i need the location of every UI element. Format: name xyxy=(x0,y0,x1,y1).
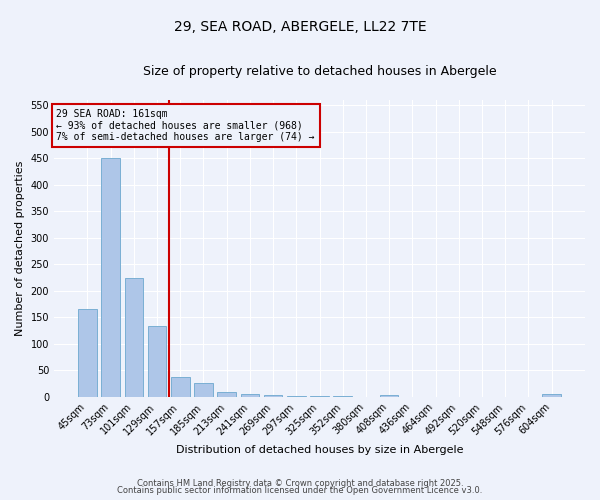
Bar xyxy=(101,158,120,397)
Bar xyxy=(310,396,329,397)
Bar xyxy=(171,378,190,397)
Bar xyxy=(542,394,561,397)
Bar xyxy=(78,310,97,397)
Text: Contains public sector information licensed under the Open Government Licence v3: Contains public sector information licen… xyxy=(118,486,482,495)
Bar xyxy=(241,394,259,397)
Bar xyxy=(217,392,236,397)
Title: Size of property relative to detached houses in Abergele: Size of property relative to detached ho… xyxy=(143,65,496,78)
Bar xyxy=(334,396,352,397)
Text: 29, SEA ROAD, ABERGELE, LL22 7TE: 29, SEA ROAD, ABERGELE, LL22 7TE xyxy=(173,20,427,34)
Y-axis label: Number of detached properties: Number of detached properties xyxy=(15,161,25,336)
Bar xyxy=(264,396,283,397)
X-axis label: Distribution of detached houses by size in Abergele: Distribution of detached houses by size … xyxy=(176,445,463,455)
Bar xyxy=(148,326,166,397)
Text: Contains HM Land Registry data © Crown copyright and database right 2025.: Contains HM Land Registry data © Crown c… xyxy=(137,478,463,488)
Bar xyxy=(194,383,213,397)
Bar xyxy=(125,278,143,397)
Bar xyxy=(380,396,398,397)
Text: 29 SEA ROAD: 161sqm
← 93% of detached houses are smaller (968)
7% of semi-detach: 29 SEA ROAD: 161sqm ← 93% of detached ho… xyxy=(56,109,315,142)
Bar xyxy=(287,396,305,397)
